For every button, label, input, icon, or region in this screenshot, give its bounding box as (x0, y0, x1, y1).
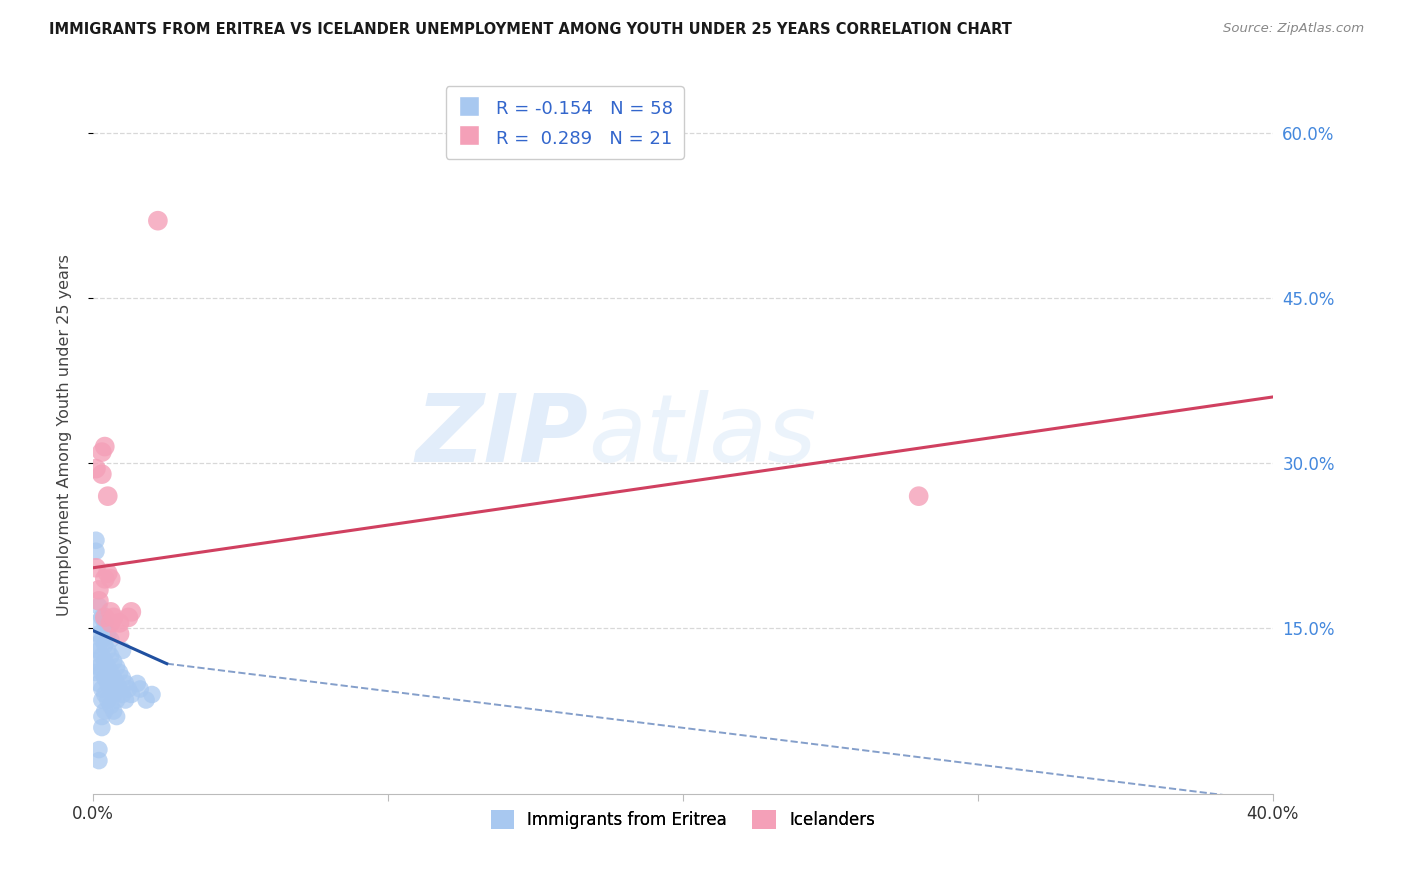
Point (87, 643, 110, 657)
Point (114, 676, 136, 690)
Legend: Immigrants from Eritrea, Icelanders: Immigrants from Eritrea, Icelanders (484, 803, 882, 836)
Point (87, 660, 110, 674)
Point (94, 638, 117, 652)
Point (97, 693, 120, 707)
Text: Source: ZipAtlas.com: Source: ZipAtlas.com (1223, 22, 1364, 36)
Point (103, 671, 125, 685)
Point (84, 615, 107, 630)
Point (90, 445, 112, 459)
Point (108, 681, 131, 696)
Point (105, 676, 128, 690)
Point (100, 681, 122, 696)
Point (90, 610, 112, 624)
Point (90, 693, 112, 707)
Point (103, 655, 125, 669)
Point (84, 533, 107, 548)
Point (127, 676, 149, 690)
Point (84, 561, 107, 575)
Point (94, 671, 117, 685)
Point (84, 665, 107, 680)
Point (100, 648, 122, 663)
Text: ZIP: ZIP (416, 390, 589, 482)
Point (97, 643, 120, 657)
Point (129, 681, 152, 696)
Point (97, 489, 120, 503)
Point (87, 599, 110, 614)
Point (108, 627, 131, 641)
Point (87, 742, 110, 756)
Point (94, 610, 117, 624)
Point (120, 688, 142, 702)
Point (117, 681, 139, 696)
Point (90, 648, 112, 663)
Point (87, 594, 110, 608)
Point (103, 704, 125, 718)
Y-axis label: Unemployment Among Youth under 25 years: Unemployment Among Youth under 25 years (58, 254, 72, 616)
Point (100, 632, 122, 647)
Point (103, 610, 125, 624)
Point (108, 615, 131, 630)
Point (94, 655, 117, 669)
Point (84, 638, 107, 652)
Point (117, 610, 139, 624)
Point (84, 655, 107, 669)
Point (94, 440, 117, 454)
Point (90, 632, 112, 647)
Point (97, 566, 120, 581)
Point (90, 721, 112, 735)
Point (135, 693, 157, 707)
Point (120, 605, 142, 619)
Point (90, 681, 112, 696)
Point (114, 693, 136, 707)
Text: IMMIGRANTS FROM ERITREA VS ICELANDER UNEMPLOYMENT AMONG YOUTH UNDER 25 YEARS COR: IMMIGRANTS FROM ERITREA VS ICELANDER UNE… (49, 22, 1012, 37)
Point (100, 605, 122, 619)
Point (111, 643, 134, 657)
Point (105, 709, 128, 723)
Point (97, 627, 120, 641)
Point (94, 572, 117, 586)
Point (84, 544, 107, 558)
Point (100, 572, 122, 586)
Point (100, 665, 122, 680)
Point (90, 467, 112, 482)
Point (141, 688, 163, 702)
Point (97, 676, 120, 690)
Point (94, 688, 117, 702)
Point (111, 688, 134, 702)
Point (87, 582, 110, 597)
Text: atlas: atlas (589, 390, 817, 481)
Point (103, 688, 125, 702)
Point (97, 660, 120, 674)
Point (90, 709, 112, 723)
Point (108, 665, 131, 680)
Point (105, 660, 128, 674)
Point (87, 754, 110, 768)
Point (111, 671, 134, 685)
Point (84, 461, 107, 475)
Point (100, 698, 122, 713)
Point (146, 213, 169, 227)
Point (87, 627, 110, 641)
Point (94, 704, 117, 718)
Point (100, 615, 122, 630)
Point (90, 665, 112, 680)
Point (907, 489, 929, 503)
Point (94, 615, 117, 630)
Point (87, 676, 110, 690)
Point (105, 693, 128, 707)
